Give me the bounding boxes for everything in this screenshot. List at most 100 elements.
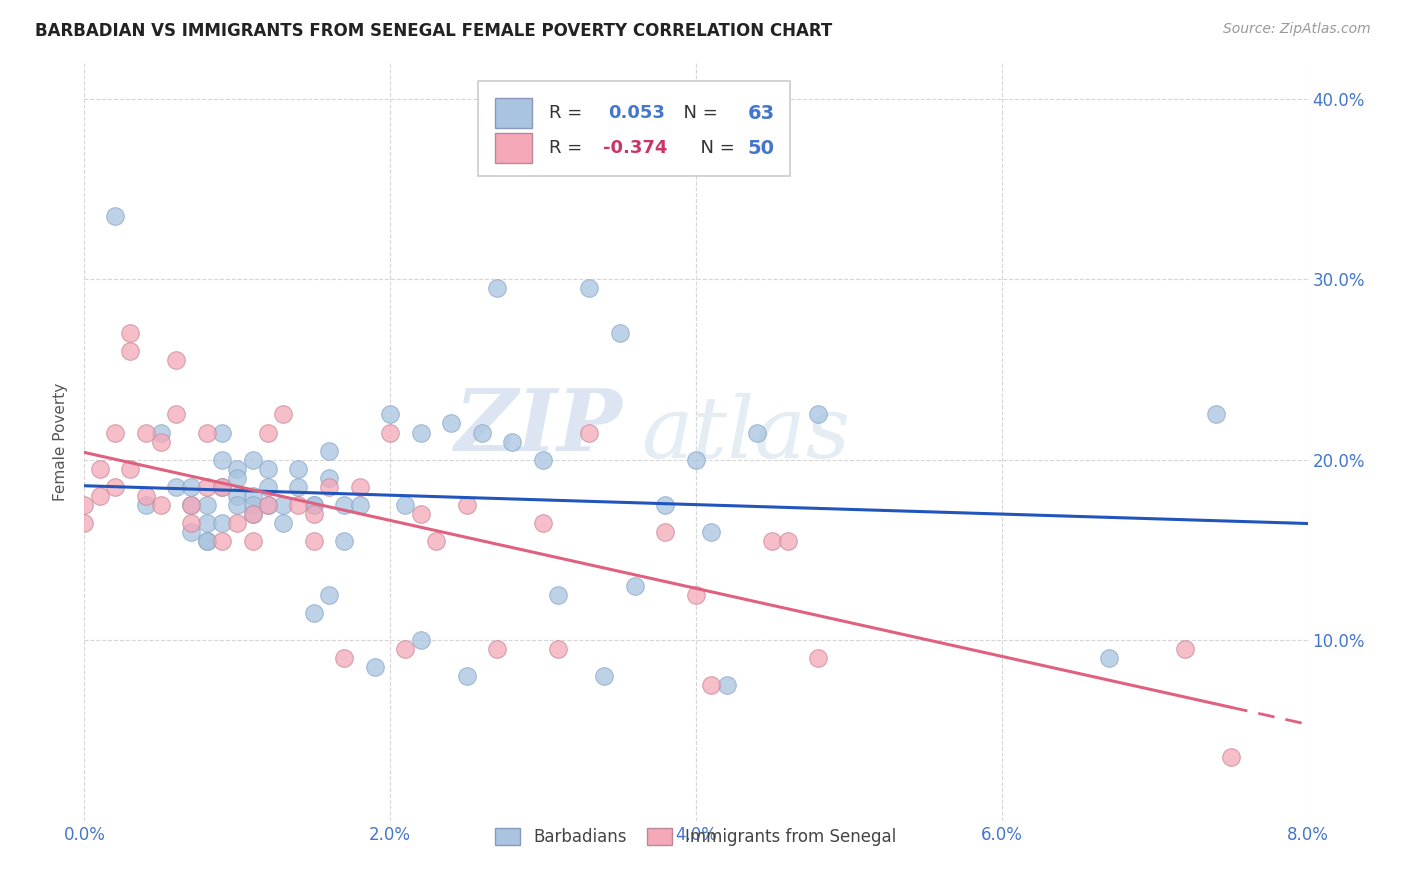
Bar	[495, 133, 531, 163]
Point	[380, 425, 402, 440]
Point	[257, 480, 280, 494]
Point	[654, 524, 676, 539]
Point	[180, 524, 202, 539]
Point	[211, 452, 233, 467]
Point	[333, 498, 356, 512]
Point	[502, 434, 524, 449]
Point	[226, 470, 249, 484]
Point	[593, 669, 616, 683]
Point	[318, 470, 340, 484]
Point	[104, 209, 127, 223]
Point	[257, 425, 280, 440]
Text: ZIP: ZIP	[454, 384, 623, 468]
Point	[700, 678, 723, 692]
Point	[287, 498, 309, 512]
Text: R =: R =	[550, 139, 588, 157]
Point	[257, 498, 280, 512]
Point	[242, 507, 264, 521]
Point	[486, 281, 509, 295]
Point	[180, 480, 202, 494]
Point	[195, 498, 218, 512]
Point	[257, 498, 280, 512]
Point	[700, 524, 723, 539]
Point	[578, 425, 600, 440]
Point	[165, 408, 187, 422]
Point	[211, 480, 233, 494]
Point	[654, 498, 676, 512]
Point	[409, 633, 432, 648]
Point	[302, 498, 325, 512]
Point	[456, 498, 478, 512]
Point	[242, 489, 264, 503]
Point	[271, 408, 294, 422]
Point	[195, 533, 218, 548]
Point	[180, 498, 202, 512]
Point	[211, 516, 233, 530]
Point	[165, 480, 187, 494]
Point	[135, 425, 157, 440]
Point	[302, 507, 325, 521]
Point	[333, 651, 356, 665]
Point	[104, 425, 127, 440]
Point	[302, 498, 325, 512]
Point	[1205, 408, 1227, 422]
Point	[302, 533, 325, 548]
Point	[333, 533, 356, 548]
Point	[1220, 750, 1243, 764]
Bar	[495, 98, 531, 128]
Point	[120, 461, 142, 475]
Point	[394, 642, 416, 657]
Point	[211, 480, 233, 494]
Point	[318, 588, 340, 602]
Point	[149, 498, 172, 512]
Point	[89, 489, 111, 503]
Point	[531, 452, 554, 467]
Point	[195, 480, 218, 494]
Point	[211, 425, 233, 440]
Point	[425, 533, 447, 548]
Point	[776, 533, 799, 548]
Point	[440, 417, 463, 431]
Point	[547, 642, 569, 657]
Point	[226, 516, 249, 530]
Text: atlas: atlas	[641, 392, 851, 475]
Point	[287, 461, 309, 475]
Legend: Barbadians, Immigrants from Senegal: Barbadians, Immigrants from Senegal	[486, 819, 905, 854]
Point	[486, 642, 509, 657]
Point	[73, 498, 96, 512]
Point	[531, 516, 554, 530]
Point	[471, 425, 494, 440]
Point	[135, 498, 157, 512]
Point	[135, 489, 157, 503]
Point	[195, 425, 218, 440]
Text: N =: N =	[672, 104, 723, 122]
Point	[349, 498, 371, 512]
Point	[807, 651, 830, 665]
Point	[761, 533, 783, 548]
Point	[685, 452, 707, 467]
Point	[257, 461, 280, 475]
Text: 63: 63	[748, 103, 775, 123]
Point	[242, 498, 264, 512]
Point	[1174, 642, 1197, 657]
Text: -0.374: -0.374	[603, 139, 668, 157]
Point	[271, 498, 294, 512]
Point	[609, 326, 631, 341]
Text: 50: 50	[748, 138, 775, 158]
Point	[226, 461, 249, 475]
Point	[349, 480, 371, 494]
Point	[380, 408, 402, 422]
Point	[578, 281, 600, 295]
Point	[120, 344, 142, 359]
Text: BARBADIAN VS IMMIGRANTS FROM SENEGAL FEMALE POVERTY CORRELATION CHART: BARBADIAN VS IMMIGRANTS FROM SENEGAL FEM…	[35, 22, 832, 40]
Point	[226, 489, 249, 503]
Point	[318, 480, 340, 494]
Point	[242, 507, 264, 521]
Point	[807, 408, 830, 422]
Point	[364, 660, 387, 674]
Text: R =: R =	[550, 104, 593, 122]
Point	[302, 606, 325, 620]
Point	[409, 507, 432, 521]
Point	[226, 498, 249, 512]
Point	[242, 533, 264, 548]
